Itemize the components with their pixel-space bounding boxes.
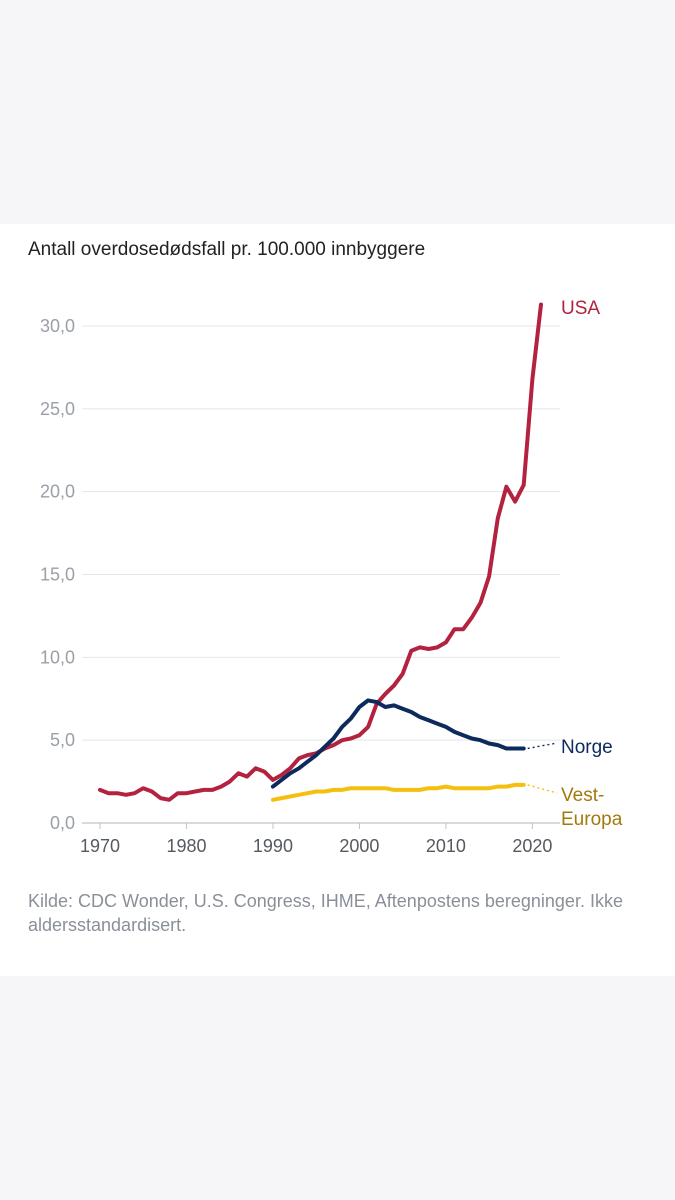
y-tick-label: 30,0 xyxy=(40,316,75,336)
x-tick-label: 1990 xyxy=(253,836,293,856)
y-tick-label: 15,0 xyxy=(40,565,75,585)
series-layer xyxy=(98,302,558,802)
chart-title: Antall overdosedødsfall pr. 100.000 innb… xyxy=(28,239,426,260)
series-label-layer: USA Norge Vest-Europa xyxy=(561,298,623,830)
x-tick-label: 2010 xyxy=(426,836,466,856)
series-label-norge: Norge xyxy=(561,737,613,758)
axis-layer: 0,0 5,0 10,0 15,0 20,0 25,0 30,0 1970 1980 1990 20… xyxy=(40,316,552,856)
y-tick-label: 5,0 xyxy=(50,730,75,750)
x-tick-label: 2000 xyxy=(339,836,379,856)
series-line-usa xyxy=(98,302,543,802)
source-note: Kilde: CDC Wonder, U.S. Congress, IHME, … xyxy=(28,891,623,935)
y-tick-label: 25,0 xyxy=(40,399,75,419)
y-tick-label: 0,0 xyxy=(50,813,75,833)
series-line-norge xyxy=(270,698,526,789)
leader-line-vest-europa xyxy=(527,784,558,794)
y-tick-label: 10,0 xyxy=(40,647,75,667)
y-tick-label: 20,0 xyxy=(40,482,75,502)
series-label-usa: USA xyxy=(561,298,600,319)
series-line-vest-europa xyxy=(270,782,526,802)
x-tick-label: 1980 xyxy=(166,836,206,856)
series-label-vest-europa: Vest-Europa xyxy=(561,785,623,830)
x-tick-label: 2020 xyxy=(512,836,552,856)
x-tick-label: 1970 xyxy=(80,836,120,856)
leader-line-norge xyxy=(527,742,558,750)
chart-card xyxy=(0,224,675,976)
